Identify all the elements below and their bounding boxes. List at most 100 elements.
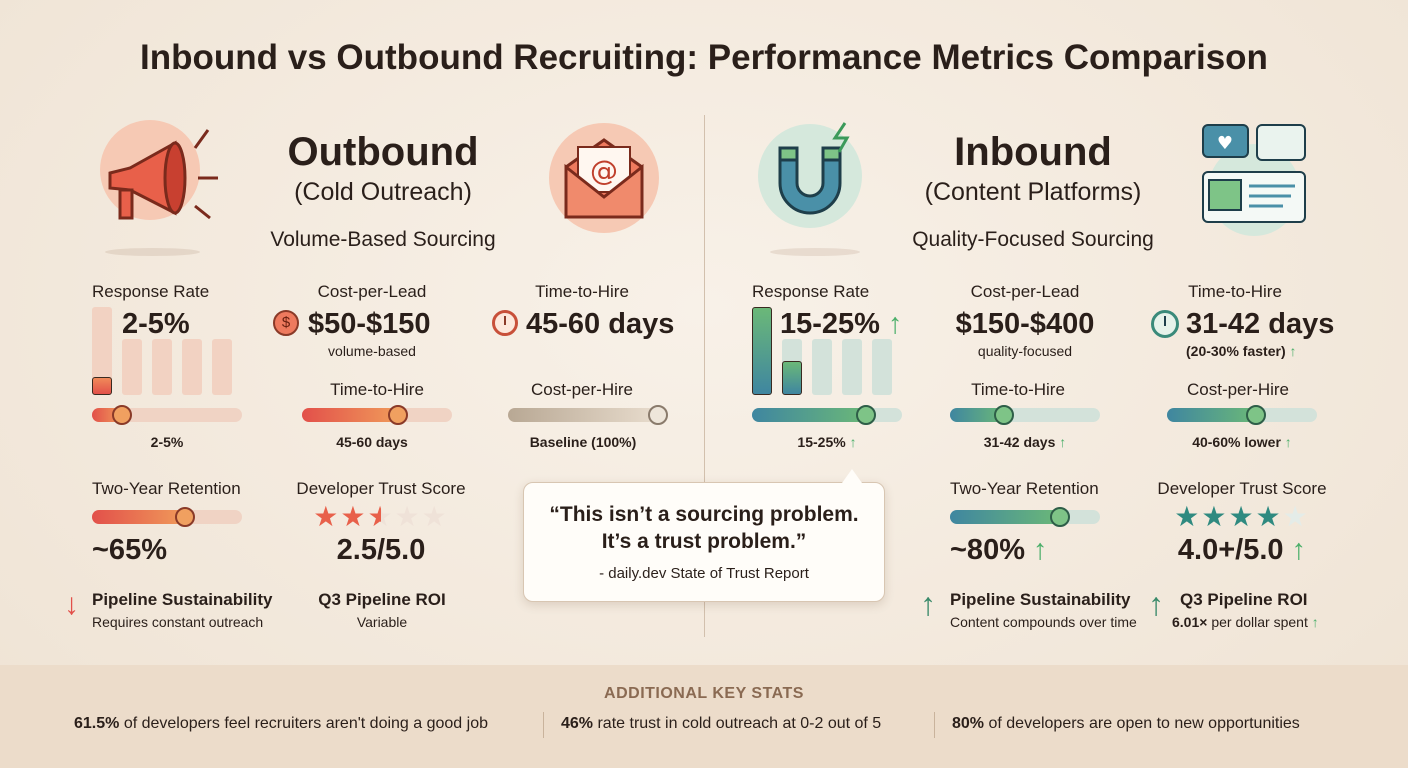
time-to-hire-top-value: 31-42 days	[1186, 308, 1335, 340]
retention-slider	[92, 507, 242, 527]
response-bar	[122, 339, 142, 395]
star-icon: ★	[367, 501, 395, 532]
response-rate-slider-label: 15-25% ↑	[797, 434, 857, 450]
cost-per-lead-label: Cost-per-Lead	[317, 282, 427, 301]
sustainability-note: Content compounds over time	[950, 614, 1137, 630]
sustainability-label: Pipeline Sustainability	[92, 590, 273, 609]
time-to-hire-slider	[302, 405, 452, 425]
key-stat: 80% of developers are open to new opport…	[952, 715, 1300, 732]
response-bar-fill	[752, 307, 772, 395]
retention-value: ~65%	[92, 534, 167, 566]
chat-content-icon: ♥	[1202, 124, 1306, 236]
outbound-subtitle: (Cold Outreach)	[294, 178, 472, 206]
star-icon: ★	[1174, 501, 1202, 532]
outbound-tagline: Volume-Based Sourcing	[270, 228, 496, 251]
star-icon: ★	[421, 501, 449, 532]
cost-per-hire-label: Cost-per-Hire	[530, 380, 634, 399]
arrow-up-icon: ↑	[1059, 434, 1067, 450]
roi-note: Variable	[356, 614, 408, 630]
response-rate-label: Response Rate	[92, 282, 210, 301]
star-icon: ★	[313, 501, 341, 532]
cost-per-hire-slider	[508, 405, 668, 425]
response-bar	[212, 339, 232, 395]
cost-per-lead-value: $150-$400	[955, 308, 1095, 340]
email-at-icon: @	[549, 123, 659, 233]
svg-text:@: @	[590, 154, 618, 187]
cost-per-hire-slider	[1167, 405, 1317, 425]
arrow-down-icon: ↓	[64, 588, 79, 621]
cost-per-lead-label: Cost-per-Lead	[970, 282, 1080, 301]
callout-pointer	[842, 469, 862, 483]
clock-icon	[492, 310, 518, 336]
arrow-up-icon: ↑	[1291, 534, 1307, 566]
response-rate-slider-label: 2-5%	[150, 434, 184, 450]
cost-per-lead-value: $50-$150	[308, 308, 431, 340]
trust-score-label: Developer Trust Score	[296, 479, 466, 498]
response-bar	[182, 339, 202, 395]
cost-per-hire-slider-label: 40-60% lower ↑	[1192, 434, 1292, 450]
star-icon: ★	[1255, 501, 1283, 532]
key-stats-band: ADDITIONAL KEY STATS 61.5% of developers…	[0, 665, 1408, 768]
clock-icon	[1151, 310, 1179, 338]
page-title: Inbound vs Outbound Recruiting: Performa…	[140, 38, 1268, 77]
roi-label: Q3 Pipeline ROI	[318, 590, 446, 609]
quote-line-1: “This isn’t a sourcing problem.	[549, 503, 859, 526]
star-icon: ★	[1228, 501, 1256, 532]
megaphone-icon	[100, 120, 218, 220]
arrow-up-icon: ↑	[1284, 434, 1292, 450]
divider	[543, 712, 544, 738]
time-to-hire-top-value: 45-60 days	[526, 308, 675, 340]
trust-stars: ★★★★★	[286, 500, 476, 533]
time-to-hire-label: Time-to-Hire	[971, 380, 1065, 399]
response-bar	[872, 339, 892, 395]
arrow-up-icon: ↑	[1033, 534, 1048, 566]
response-bar-fill	[782, 361, 802, 395]
magnet-icon	[758, 122, 862, 228]
icon-shadow	[105, 248, 200, 256]
time-to-hire-top-label: Time-to-Hire	[535, 282, 629, 301]
response-bar	[92, 307, 112, 395]
response-rate-value: 2-5%	[122, 308, 190, 340]
time-to-hire-slider-label: 45-60 days	[336, 434, 408, 450]
cost-per-lead-note: quality-focused	[977, 343, 1073, 359]
trust-stars: ★★★★★	[1147, 500, 1337, 533]
quote-callout: “This isn’t a sourcing problem. It’s a t…	[523, 469, 885, 602]
retention-slider	[950, 507, 1100, 527]
response-bar	[812, 339, 832, 395]
sustainability-note: Requires constant outreach	[92, 614, 264, 630]
dollar-coin-icon: $	[273, 310, 299, 336]
response-rate-label: Response Rate	[752, 282, 870, 301]
key-stats-title: ADDITIONAL KEY STATS	[604, 685, 804, 702]
roi-label: Q3 Pipeline ROI	[1180, 590, 1308, 609]
time-to-hire-slider	[950, 405, 1100, 425]
response-bar	[842, 339, 862, 395]
time-to-hire-slider-label: 31-42 days ↑	[983, 434, 1067, 450]
key-stat: 46% rate trust in cold outreach at 0-2 o…	[561, 715, 882, 732]
response-rate-slider	[752, 405, 902, 425]
inbound-tagline: Quality-Focused Sourcing	[912, 228, 1154, 251]
cost-per-hire-slider-label: Baseline (100%)	[529, 434, 637, 450]
quote-line-2: It’s a trust problem.”	[601, 530, 807, 553]
divider	[704, 115, 705, 637]
star-icon: ★	[340, 501, 368, 532]
time-to-hire-label: Time-to-Hire	[330, 380, 424, 399]
retention-value: ~80% ↑	[950, 534, 1048, 566]
roi-note: 6.01× per dollar spent ↑	[1172, 614, 1319, 630]
divider	[934, 712, 935, 738]
outbound-title: Outbound	[287, 130, 479, 174]
arrow-up-icon: ↑	[1289, 343, 1297, 359]
key-stat: 61.5% of developers feel recruiters aren…	[74, 715, 488, 732]
arrow-up-icon: ↑	[1148, 586, 1164, 622]
time-to-hire-top-label: Time-to-Hire	[1188, 282, 1282, 301]
trust-score-label: Developer Trust Score	[1157, 479, 1327, 498]
sustainability-label: Pipeline Sustainability	[950, 590, 1131, 609]
retention-label: Two-Year Retention	[92, 479, 241, 498]
arrow-up-icon: ↑	[888, 308, 903, 340]
inbound-title: Inbound	[954, 130, 1112, 174]
arrow-up-icon: ↑	[1311, 614, 1319, 630]
cost-per-lead-note: volume-based	[328, 343, 416, 359]
trust-score-value: 4.0+/5.0 ↑	[1177, 534, 1307, 566]
arrow-up-icon: ↑	[920, 586, 936, 622]
response-rate-slider	[92, 405, 242, 425]
star-icon: ★	[1201, 501, 1229, 532]
